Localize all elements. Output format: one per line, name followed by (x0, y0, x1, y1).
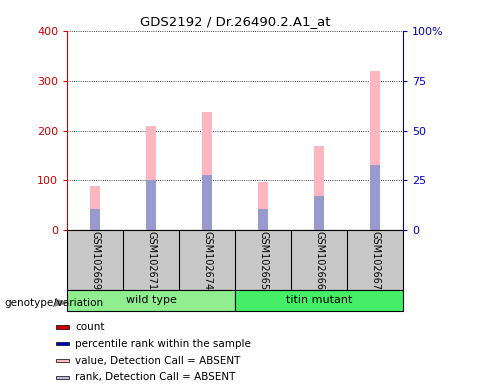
Bar (146, 180, 156, 230)
Text: GSM102666: GSM102666 (314, 231, 324, 290)
Text: value, Detection Call = ABSENT: value, Detection Call = ABSENT (75, 356, 241, 366)
Bar (258, 209, 268, 230)
Text: GSM102667: GSM102667 (370, 231, 380, 290)
Bar (370, 71, 380, 230)
Polygon shape (55, 300, 67, 306)
Text: wild type: wild type (126, 295, 177, 306)
Bar (370, 164, 380, 230)
Text: GSM102669: GSM102669 (90, 231, 100, 290)
Bar (57, 325, 69, 329)
FancyBboxPatch shape (67, 290, 235, 311)
Bar (258, 182, 268, 230)
Text: genotype/variation: genotype/variation (5, 298, 104, 308)
Text: percentile rank within the sample: percentile rank within the sample (75, 339, 252, 349)
Bar (90, 209, 100, 230)
Bar (90, 187, 100, 230)
Bar (314, 197, 324, 230)
FancyBboxPatch shape (235, 290, 403, 311)
Bar (202, 112, 212, 230)
Text: GSM102665: GSM102665 (258, 231, 268, 290)
Title: GDS2192 / Dr.26490.2.A1_at: GDS2192 / Dr.26490.2.A1_at (140, 15, 330, 28)
Text: rank, Detection Call = ABSENT: rank, Detection Call = ABSENT (75, 372, 236, 382)
Bar (146, 126, 156, 230)
Text: GSM102674: GSM102674 (202, 231, 212, 290)
Text: GSM102671: GSM102671 (146, 231, 156, 290)
Bar (202, 175, 212, 230)
Bar (314, 146, 324, 230)
Bar (57, 342, 69, 346)
Text: titin mutant: titin mutant (286, 295, 352, 306)
Bar (57, 376, 69, 379)
Bar (57, 359, 69, 362)
Text: count: count (75, 322, 105, 332)
